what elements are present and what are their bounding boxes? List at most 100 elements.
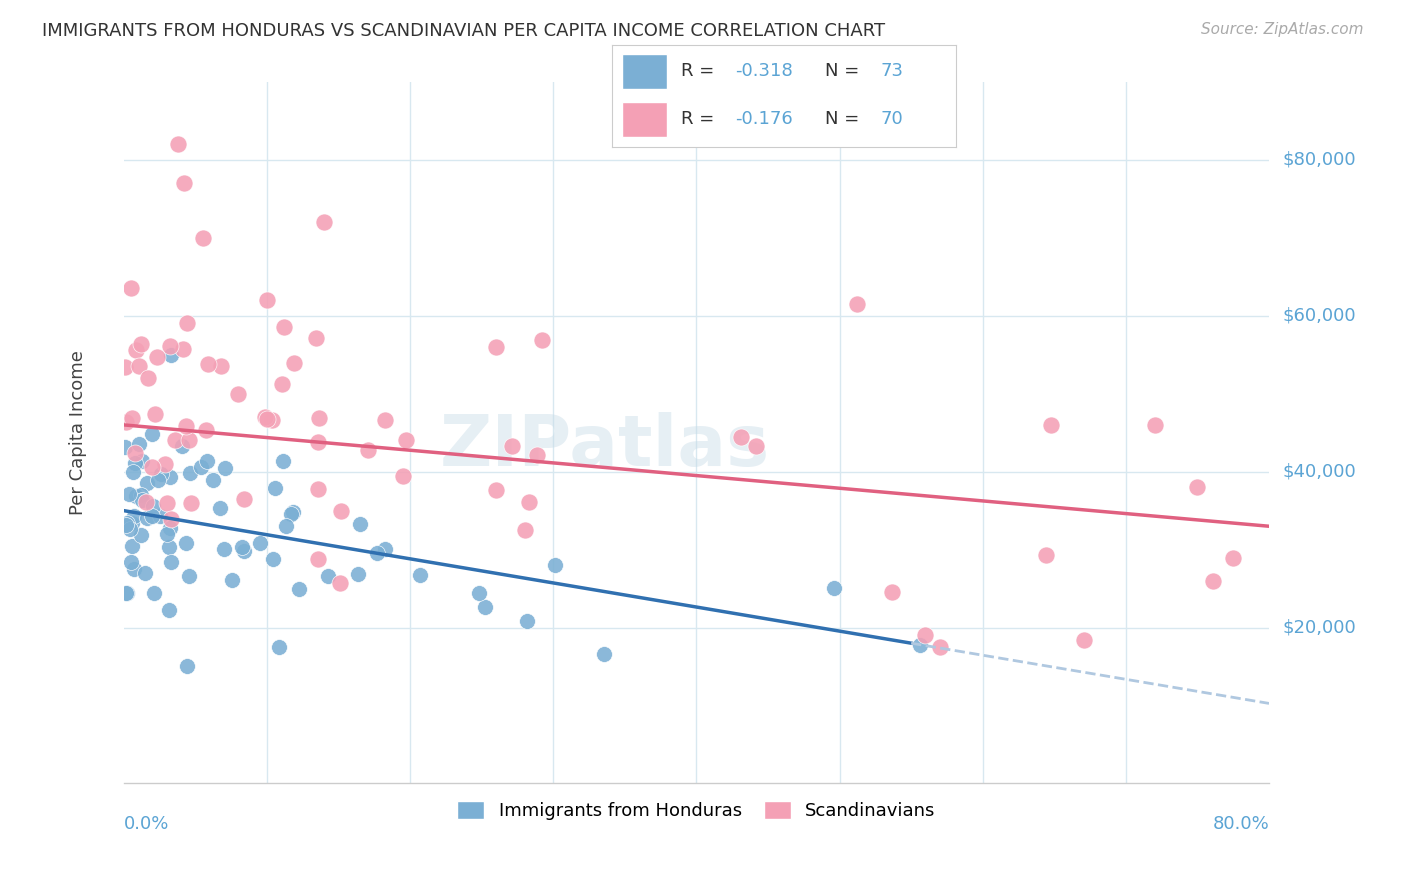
Text: $40,000: $40,000 <box>1282 463 1357 481</box>
Point <box>346 566 368 581</box>
Point <box>179 466 201 480</box>
Point <box>517 495 540 509</box>
Point <box>176 316 198 330</box>
Point <box>233 544 256 558</box>
Point <box>129 528 152 542</box>
Point <box>221 574 243 588</box>
Point <box>153 457 176 471</box>
Point <box>120 555 142 569</box>
Point <box>190 459 212 474</box>
Point <box>128 359 150 373</box>
Point <box>114 440 136 454</box>
Point <box>267 640 290 654</box>
Point <box>1222 550 1244 565</box>
Point <box>274 519 297 533</box>
Point <box>593 647 616 661</box>
Point <box>260 413 283 427</box>
Point <box>307 434 329 449</box>
Point <box>114 360 136 375</box>
Point <box>159 555 181 569</box>
Point <box>143 407 166 421</box>
Text: R =: R = <box>681 62 720 80</box>
Point <box>124 343 146 357</box>
Point <box>121 516 143 531</box>
Point <box>159 521 181 535</box>
Point <box>329 576 352 591</box>
Point <box>1073 632 1095 647</box>
Point <box>256 412 278 426</box>
Point <box>1187 480 1209 494</box>
Point <box>120 281 142 295</box>
Point <box>134 566 156 580</box>
Point <box>880 585 903 599</box>
Point <box>263 481 285 495</box>
Text: R =: R = <box>681 111 720 128</box>
Point <box>231 540 253 554</box>
Point <box>208 500 231 515</box>
Point <box>135 511 157 525</box>
Point <box>305 331 328 345</box>
Point <box>256 293 278 308</box>
Point <box>121 539 143 553</box>
Point <box>543 558 565 572</box>
Point <box>501 439 523 453</box>
Text: 80.0%: 80.0% <box>1212 815 1270 833</box>
Point <box>214 460 236 475</box>
Point <box>179 569 201 583</box>
Point <box>122 562 145 576</box>
Point <box>1201 574 1223 589</box>
Point <box>160 348 183 362</box>
Text: Per Capita Income: Per Capita Income <box>69 351 87 516</box>
Point <box>195 423 218 437</box>
Point <box>526 448 548 462</box>
Point <box>129 337 152 351</box>
Point <box>136 475 159 490</box>
Text: -0.176: -0.176 <box>735 111 793 128</box>
Point <box>356 442 378 457</box>
Point <box>283 356 305 370</box>
Point <box>176 659 198 673</box>
Point <box>115 415 138 429</box>
Point <box>281 505 304 519</box>
Point <box>141 426 163 441</box>
Text: IMMIGRANTS FROM HONDURAS VS SCANDINAVIAN PER CAPITA INCOME CORRELATION CHART: IMMIGRANTS FROM HONDURAS VS SCANDINAVIAN… <box>42 22 886 40</box>
Point <box>273 320 295 334</box>
Point <box>121 411 143 425</box>
Text: N =: N = <box>825 111 865 128</box>
Point <box>1143 417 1166 432</box>
Point <box>391 468 413 483</box>
Point <box>308 411 330 425</box>
Point <box>468 586 491 600</box>
Point <box>114 518 136 533</box>
Text: -0.318: -0.318 <box>735 62 793 80</box>
Text: 0.0%: 0.0% <box>124 815 169 833</box>
Point <box>150 467 173 481</box>
Point <box>170 438 193 452</box>
Point <box>474 600 496 615</box>
Point <box>115 585 138 599</box>
Text: $20,000: $20,000 <box>1282 618 1357 637</box>
Point <box>141 460 163 475</box>
Point <box>288 582 311 597</box>
Point <box>174 419 197 434</box>
Point <box>195 454 218 468</box>
Point <box>163 433 186 447</box>
Point <box>122 509 145 524</box>
Point <box>516 614 538 628</box>
Point <box>228 386 250 401</box>
Point <box>307 552 329 566</box>
Point <box>209 359 232 373</box>
Point <box>131 453 153 467</box>
Point <box>173 176 195 190</box>
Point <box>395 433 418 447</box>
Point <box>156 496 179 510</box>
Text: 73: 73 <box>880 62 903 80</box>
Point <box>149 508 172 523</box>
Point <box>270 376 292 391</box>
Point <box>115 516 138 530</box>
Point <box>172 342 194 356</box>
Point <box>730 430 752 444</box>
Text: ZIPatlas: ZIPatlas <box>440 412 770 481</box>
Point <box>177 434 200 448</box>
Point <box>118 487 141 501</box>
